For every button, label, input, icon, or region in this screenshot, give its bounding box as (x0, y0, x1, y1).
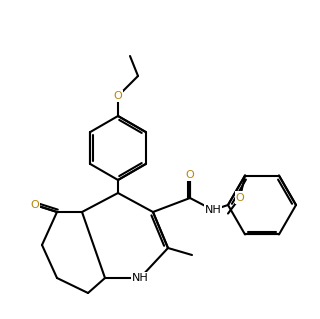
Text: NH: NH (132, 273, 148, 283)
Text: O: O (31, 200, 39, 210)
Text: O: O (186, 170, 194, 180)
Text: O: O (236, 193, 244, 203)
Text: O: O (114, 91, 122, 101)
Text: NH: NH (204, 205, 221, 215)
